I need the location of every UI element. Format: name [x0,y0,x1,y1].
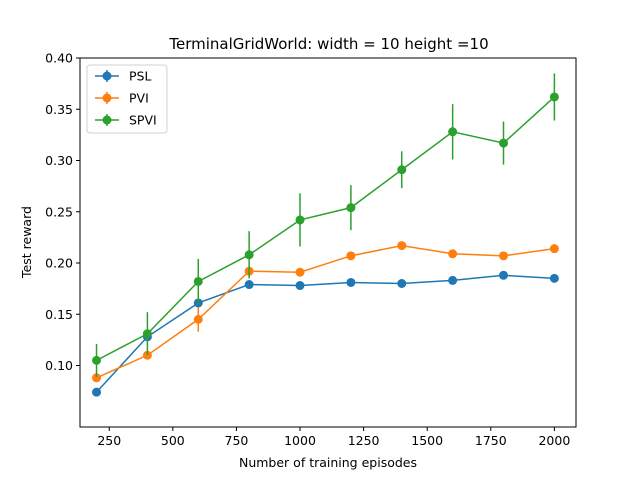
x-tick-label: 250 [97,433,121,448]
data-point [346,251,356,261]
legend-marker [102,71,112,81]
data-point [92,387,102,397]
data-point [549,273,559,283]
x-tick-label: 500 [161,433,185,448]
x-tick-label: 750 [225,433,249,448]
data-point [295,215,305,225]
series-line [96,96,555,362]
chart-title: TerminalGridWorld: width = 10 height =10 [168,35,488,53]
x-tick-label: 2000 [538,433,570,448]
data-point [448,275,458,285]
data-point [397,165,407,175]
series-psl [92,270,559,397]
legend-item: PVI [95,91,149,106]
data-point [499,251,509,261]
y-axis-label: Test reward [19,206,34,279]
y-tick-label: 0.35 [45,102,73,117]
data-point [346,277,356,287]
y-tick-label: 0.40 [45,51,73,66]
x-tick-label: 1000 [284,433,316,448]
y-tick-label: 0.10 [45,358,73,373]
data-point [549,244,559,254]
data-point [92,373,102,383]
series-pvi [92,241,559,383]
legend-label: PSL [129,69,151,84]
data-point [142,329,152,339]
legend: PSL PVI SPVI [86,64,168,134]
data-point [295,267,305,277]
y-tick-label: 0.25 [45,204,73,219]
legend-label: SPVI [129,113,157,128]
data-point [448,127,458,137]
data-point [244,280,254,290]
x-tick-label: 1500 [411,433,443,448]
data-point [549,92,559,102]
y-tick-label: 0.15 [45,307,73,322]
series-line [96,244,555,379]
y-tick-label: 0.30 [45,153,73,168]
data-point [92,355,102,365]
legend-label: PVI [129,91,149,106]
data-point [193,276,203,286]
data-point [499,138,509,148]
legend-item: SPVI [95,113,157,128]
data-point [193,314,203,324]
legend-marker [102,93,112,103]
data-point [448,249,458,259]
data-point [397,279,407,288]
data-point [499,270,509,280]
data-point [397,241,407,251]
x-axis-label: Number of training episodes [239,455,417,470]
x-tick-label: 1250 [348,433,380,448]
series-spvi [92,73,559,377]
y-tick-label: 0.20 [45,256,73,271]
plot-area [92,73,559,397]
data-point [295,281,305,291]
plot-frame [79,57,577,428]
x-tick-label: 1750 [475,433,507,448]
data-point [244,250,254,260]
legend-item: PSL [95,69,151,84]
data-point [346,203,356,213]
y-axis: 0.10 0.15 0.20 0.25 0.30 0.35 0.40 [45,51,80,373]
series-line [95,274,555,393]
x-axis: 250 500 750 1000 1250 1500 1750 2000 [97,427,570,448]
legend-marker [102,115,112,125]
